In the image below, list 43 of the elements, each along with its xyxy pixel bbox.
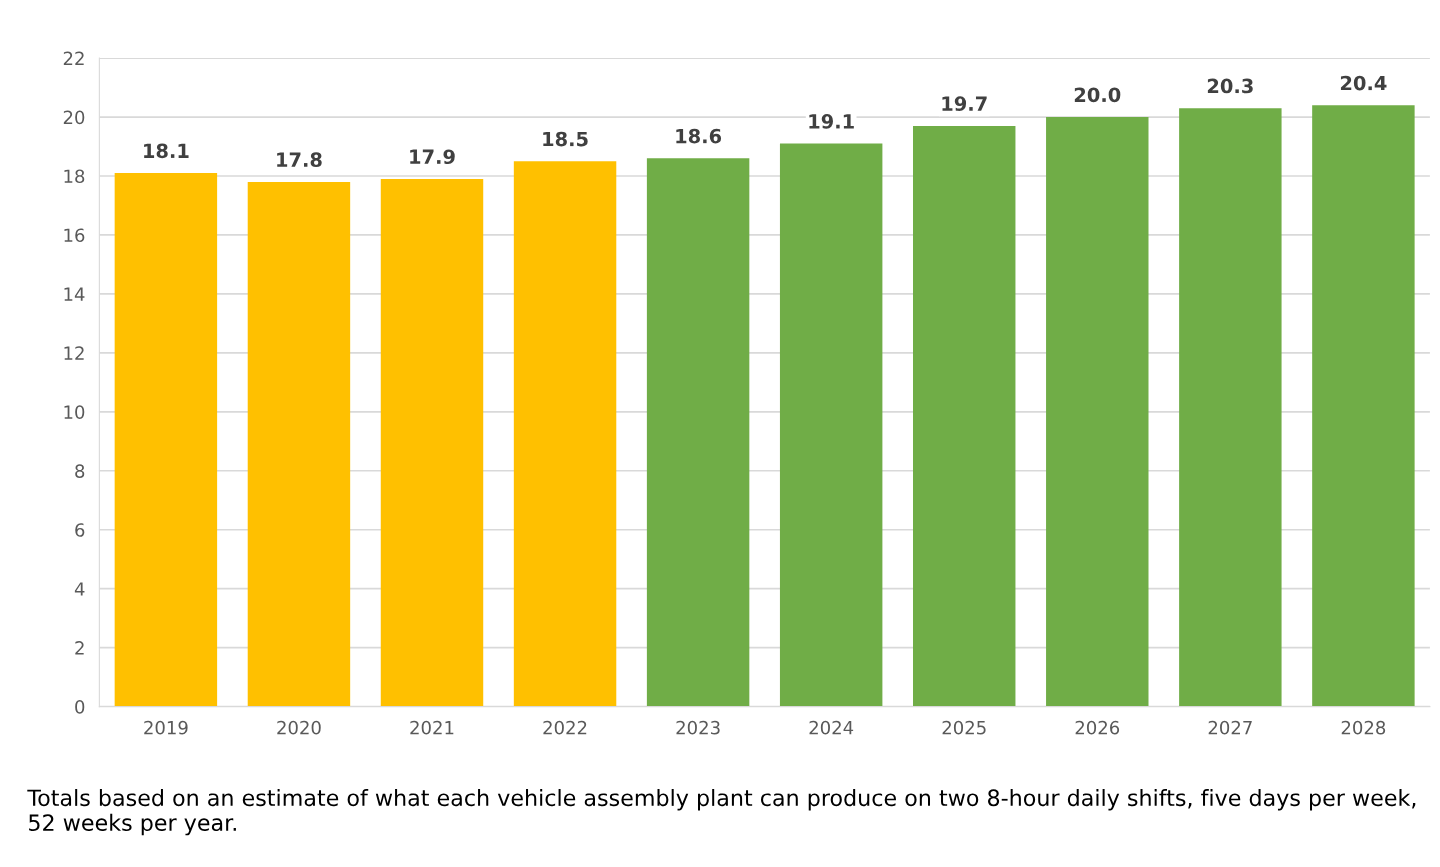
y-tick-label: 20 [63,110,85,125]
y-tick-label: 4 [74,582,85,596]
data-label: 18.1 [144,143,189,159]
x-tick-label: 2027 [1208,720,1252,735]
data-label: 18.5 [543,131,588,147]
y-tick-label: 0 [75,700,85,714]
data-label: 17.8 [277,152,322,168]
x-tick-label: 2024 [809,720,854,735]
y-tick-label: 22 [63,51,84,65]
x-tick-label: 2028 [1341,720,1386,735]
bar [646,158,750,707]
bar [247,181,351,707]
y-tick-label: 8 [75,464,85,478]
bar [513,161,617,707]
data-label: 20.0 [1074,87,1121,103]
bar [913,125,1016,707]
y-tick-label: 16 [64,228,85,243]
x-tick-label: 2023 [676,720,720,735]
x-tick-label: 2025 [942,720,986,735]
bar [779,143,883,707]
data-label: 19.7 [942,96,987,112]
data-label: 18.6 [676,128,722,144]
x-tick-label: 2020 [277,720,321,735]
bar [114,173,218,707]
bar [380,178,484,707]
y-tick-label: 14 [64,287,85,301]
y-tick-label: 2 [75,641,84,655]
bar [1312,105,1415,707]
y-tick-label: 6 [75,523,85,537]
data-label: 17.9 [410,149,455,165]
bar [1046,117,1149,707]
data-label: 19.1 [809,114,854,129]
y-tick-label: 12 [64,346,84,360]
y-tick-label: 10 [64,405,85,419]
x-tick-label: 2026 [1075,720,1120,735]
x-tick-label: 2021 [410,720,454,735]
bar [1179,108,1282,707]
x-tick-label: 2019 [144,720,188,735]
text: Totals based on an estimate of what each vehicle assembly plant can produce on two 8-hour daily shifts, five days per week, 52 weeks per year. [27,788,1416,836]
data-label: 20.4 [1340,75,1387,91]
y-tick-label: 18 [64,169,85,184]
data-label: 20.3 [1207,78,1253,94]
x-tick-label: 2022 [543,720,587,735]
